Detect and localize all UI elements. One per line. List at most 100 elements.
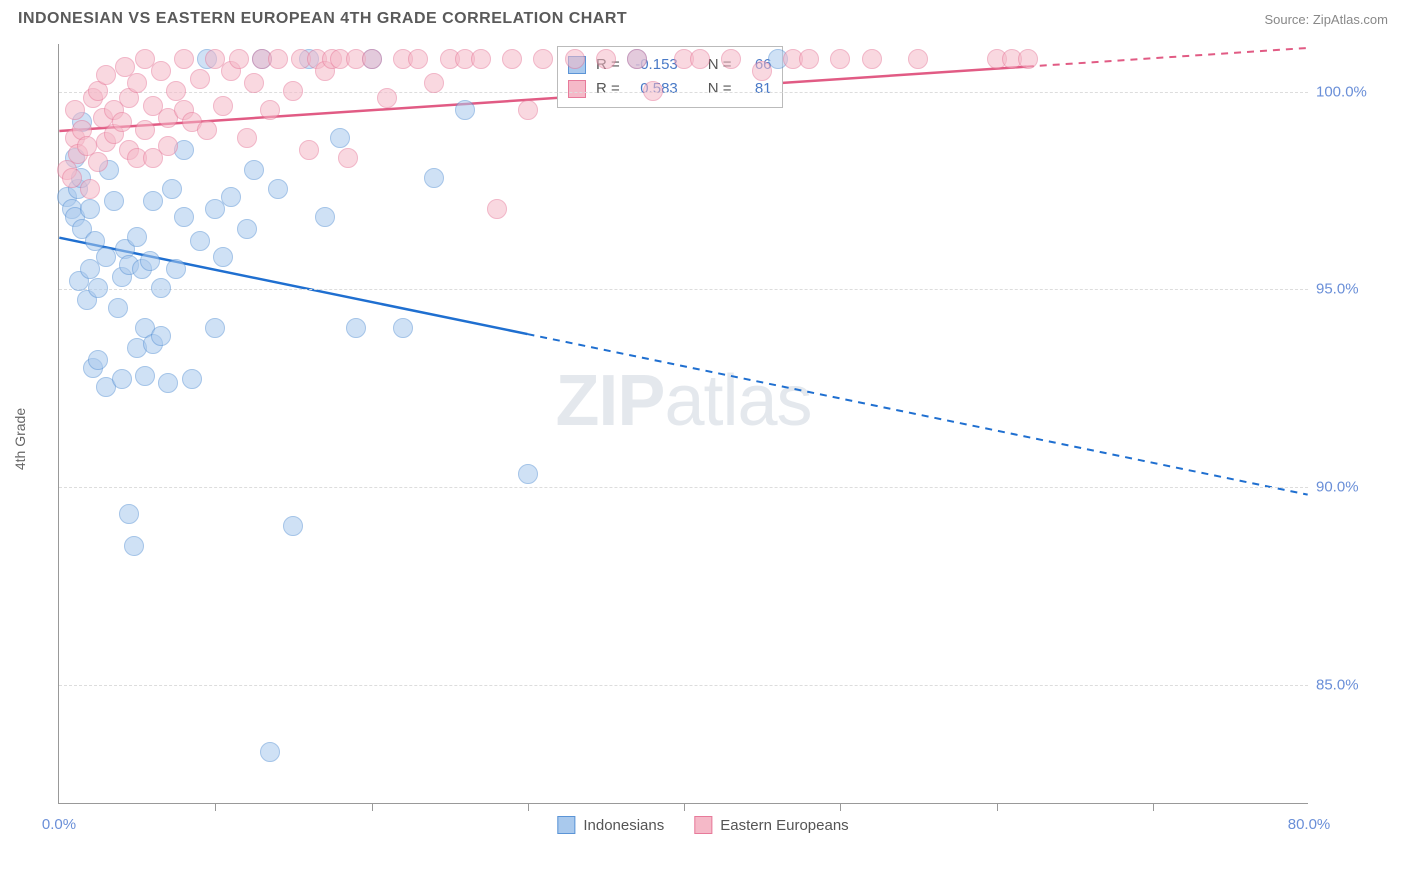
scatter-point: [135, 120, 155, 140]
scatter-point: [487, 199, 507, 219]
scatter-point: [244, 73, 264, 93]
gridline: [59, 685, 1308, 686]
scatter-point: [424, 168, 444, 188]
scatter-point: [799, 49, 819, 69]
legend-stat-row: R =0.583N =81: [568, 77, 772, 101]
scatter-point: [112, 369, 132, 389]
scatter-point: [518, 100, 538, 120]
scatter-point: [908, 49, 928, 69]
watermark-atlas: atlas: [664, 361, 811, 441]
scatter-point: [283, 516, 303, 536]
scatter-point: [213, 96, 233, 116]
scatter-point: [190, 69, 210, 89]
scatter-point: [96, 247, 116, 267]
scatter-point: [862, 49, 882, 69]
scatter-point: [424, 73, 444, 93]
scatter-point: [533, 49, 553, 69]
scatter-point: [151, 61, 171, 81]
chart-container: 4th Grade ZIPatlas R =-0.153N =66R =0.58…: [0, 34, 1406, 844]
scatter-point: [237, 219, 257, 239]
source-attribution: Source: ZipAtlas.com: [1264, 12, 1388, 27]
scatter-point: [643, 81, 663, 101]
trend-line-dashed: [1027, 48, 1308, 67]
scatter-point: [1018, 49, 1038, 69]
legend-swatch: [694, 816, 712, 834]
y-tick-label: 95.0%: [1316, 281, 1386, 298]
x-tick: [997, 803, 998, 811]
scatter-point: [182, 369, 202, 389]
scatter-point: [346, 318, 366, 338]
scatter-point: [502, 49, 522, 69]
x-tick: [372, 803, 373, 811]
scatter-point: [158, 136, 178, 156]
scatter-point: [143, 191, 163, 211]
scatter-point: [518, 464, 538, 484]
scatter-point: [62, 168, 82, 188]
x-tick: [1153, 803, 1154, 811]
source-link[interactable]: ZipAtlas.com: [1313, 12, 1388, 27]
scatter-point: [197, 120, 217, 140]
x-tick: [528, 803, 529, 811]
x-tick: [840, 803, 841, 811]
r-label: R =: [596, 77, 620, 101]
legend-label: Indonesians: [583, 817, 664, 834]
scatter-point: [127, 73, 147, 93]
scatter-point: [229, 49, 249, 69]
x-tick-label: 80.0%: [1288, 816, 1331, 833]
legend-swatch: [568, 80, 586, 98]
scatter-point: [112, 112, 132, 132]
scatter-point: [596, 49, 616, 69]
watermark: ZIPatlas: [555, 360, 811, 442]
scatter-point: [166, 259, 186, 279]
legend-item: Eastern Europeans: [694, 816, 848, 834]
scatter-point: [96, 65, 116, 85]
scatter-point: [393, 318, 413, 338]
scatter-point: [88, 278, 108, 298]
scatter-point: [330, 128, 350, 148]
scatter-point: [151, 326, 171, 346]
legend-label: Eastern Europeans: [720, 817, 848, 834]
n-value: 81: [742, 77, 772, 101]
correlation-legend: R =-0.153N =66R =0.583N =81: [557, 46, 783, 108]
scatter-point: [119, 504, 139, 524]
scatter-point: [80, 179, 100, 199]
scatter-point: [237, 128, 257, 148]
scatter-point: [260, 742, 280, 762]
x-tick: [215, 803, 216, 811]
scatter-point: [80, 199, 100, 219]
chart-header: INDONESIAN VS EASTERN EUROPEAN 4TH GRADE…: [0, 0, 1406, 34]
scatter-point: [690, 49, 710, 69]
x-tick-label: 0.0%: [42, 816, 76, 833]
scatter-point: [377, 88, 397, 108]
scatter-point: [140, 251, 160, 271]
scatter-point: [268, 179, 288, 199]
scatter-point: [830, 49, 850, 69]
scatter-point: [315, 207, 335, 227]
scatter-point: [752, 61, 772, 81]
scatter-point: [166, 81, 186, 101]
scatter-point: [88, 152, 108, 172]
source-prefix: Source:: [1264, 12, 1312, 27]
y-tick-label: 90.0%: [1316, 479, 1386, 496]
scatter-point: [158, 373, 178, 393]
watermark-zip: ZIP: [555, 361, 664, 441]
scatter-point: [124, 536, 144, 556]
gridline: [59, 289, 1308, 290]
scatter-point: [471, 49, 491, 69]
scatter-point: [338, 148, 358, 168]
n-label: N =: [708, 77, 732, 101]
x-tick: [684, 803, 685, 811]
scatter-point: [362, 49, 382, 69]
scatter-point: [213, 247, 233, 267]
series-legend: Indonesians Eastern Europeans: [557, 816, 848, 834]
legend-item: Indonesians: [557, 816, 664, 834]
gridline: [59, 487, 1308, 488]
scatter-point: [244, 160, 264, 180]
scatter-point: [88, 350, 108, 370]
y-tick-label: 100.0%: [1316, 83, 1386, 100]
scatter-point: [268, 49, 288, 69]
trend-lines-layer: [59, 44, 1308, 803]
scatter-point: [408, 49, 428, 69]
scatter-point: [283, 81, 303, 101]
scatter-point: [260, 100, 280, 120]
